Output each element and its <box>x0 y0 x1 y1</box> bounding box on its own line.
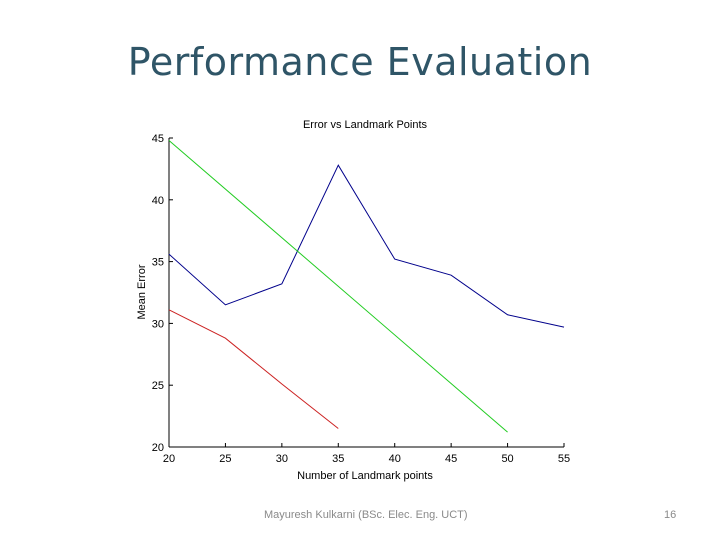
y-tick-label: 20 <box>152 442 164 454</box>
series-line-1 <box>168 164 565 328</box>
x-tick-label: 45 <box>445 453 457 465</box>
x-tick-label: 55 <box>558 453 570 465</box>
x-axis-label: Number of Landmark points <box>297 470 433 482</box>
y-tick-label: 45 <box>152 133 164 145</box>
x-tick-label: 25 <box>219 453 231 465</box>
chart-title: Error vs Landmark Points <box>303 119 428 131</box>
x-tick-label: 40 <box>389 453 401 465</box>
footer-author: Mayuresh Kulkarni (BSc. Elec. Eng. UCT) <box>264 509 468 521</box>
x-tick-label: 30 <box>276 453 288 465</box>
plot-area: 20 25 30 35 40 45 50 55 20 25 30 35 40 45 <box>152 133 570 465</box>
y-tick-label: 35 <box>152 257 164 269</box>
x-tick-label: 50 <box>501 453 513 465</box>
series-line-2 <box>168 140 508 433</box>
page-number: 16 <box>664 509 677 521</box>
series-line-3 <box>168 309 339 429</box>
x-tick-label: 20 <box>163 453 175 465</box>
y-tick-label: 40 <box>152 195 164 207</box>
y-axis-label: Mean Error <box>136 264 148 319</box>
x-tick-label: 35 <box>332 453 344 465</box>
y-tick-label: 30 <box>152 318 164 330</box>
slide-title: Performance Evaluation <box>127 40 593 84</box>
y-tick-label: 25 <box>152 380 164 392</box>
